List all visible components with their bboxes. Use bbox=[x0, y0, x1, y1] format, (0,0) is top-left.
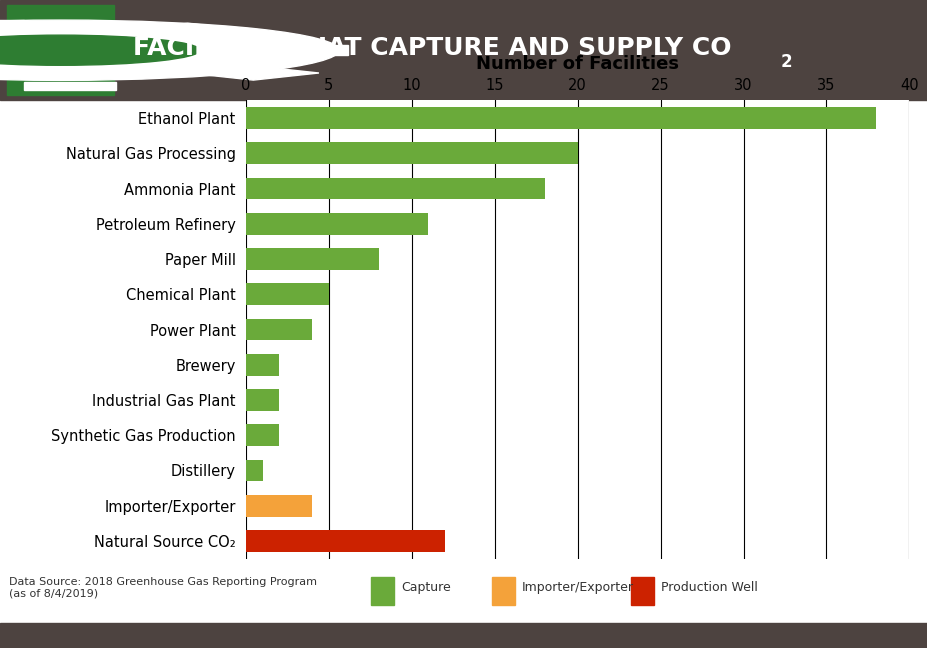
Bar bbox=[491, 577, 514, 605]
Bar bbox=[246, 530, 445, 552]
Bar bbox=[274, 45, 349, 55]
Text: Importer/Exporter: Importer/Exporter bbox=[521, 581, 633, 594]
Bar bbox=[246, 319, 312, 340]
Bar bbox=[7, 5, 114, 95]
Bar bbox=[135, 23, 253, 36]
Text: Capture: Capture bbox=[400, 581, 451, 594]
Bar bbox=[246, 107, 875, 129]
Bar bbox=[246, 178, 544, 200]
Bar bbox=[246, 143, 577, 164]
Circle shape bbox=[0, 20, 339, 80]
Bar bbox=[246, 424, 279, 446]
Bar bbox=[630, 577, 654, 605]
Bar bbox=[246, 389, 279, 411]
Bar bbox=[0, 20, 23, 28]
Bar bbox=[246, 248, 378, 270]
Bar bbox=[246, 459, 262, 481]
Bar bbox=[200, 67, 319, 80]
Bar bbox=[246, 495, 312, 516]
Text: 2: 2 bbox=[780, 53, 792, 71]
Text: FACILITIES THAT CAPTURE AND SUPPLY CO: FACILITIES THAT CAPTURE AND SUPPLY CO bbox=[133, 36, 730, 60]
Bar bbox=[246, 213, 428, 235]
Bar bbox=[23, 82, 117, 91]
Text: Data Source: 2018 Greenhouse Gas Reporting Program
(as of 8/4/2019): Data Source: 2018 Greenhouse Gas Reporti… bbox=[9, 577, 317, 599]
Bar bbox=[246, 283, 328, 305]
Circle shape bbox=[0, 35, 200, 65]
X-axis label: Number of Facilities: Number of Facilities bbox=[476, 56, 679, 73]
Bar bbox=[371, 577, 394, 605]
Text: Production Well: Production Well bbox=[660, 581, 756, 594]
Bar bbox=[246, 354, 279, 376]
